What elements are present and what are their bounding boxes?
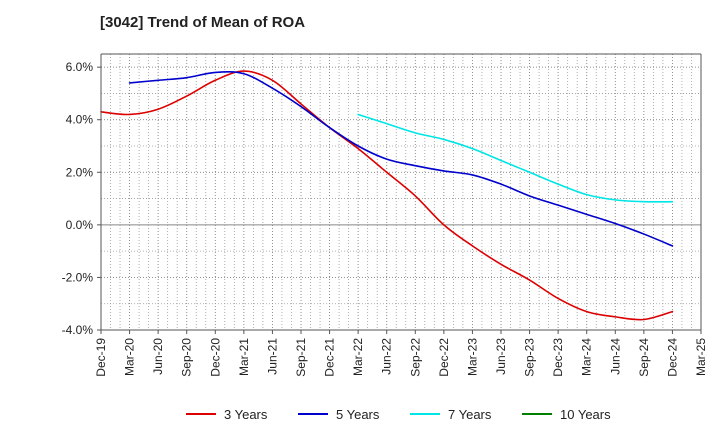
x-tick-label: Dec-22 — [437, 338, 451, 377]
x-tick-label: Dec-23 — [551, 338, 565, 377]
x-tick-label: Mar-25 — [694, 338, 708, 376]
y-tick-label: -4.0% — [62, 323, 94, 337]
x-tick-label: Jun-22 — [380, 338, 394, 375]
x-tick-label: Mar-24 — [580, 338, 594, 376]
series-layer — [100, 70, 674, 321]
axis-layer: 6.0% 4.0% 2.0% 0.0% -2.0% -4.0%Dec-19 Mar-20 Ju… — [62, 53, 708, 377]
legend-label-10-years: 10 Years — [560, 407, 611, 422]
x-tick-label: Jun-21 — [265, 338, 279, 375]
x-tick-label: Mar-23 — [465, 338, 479, 376]
x-tick-label: Mar-22 — [351, 338, 365, 376]
x-tick-label: Mar-20 — [123, 338, 137, 376]
grid-layer — [101, 54, 701, 331]
legend-label-7-years: 7 Years — [448, 407, 492, 422]
legend-label-3-years: 3 Years — [224, 407, 268, 422]
x-tick-label: Dec-21 — [323, 338, 337, 377]
x-tick-label: Dec-19 — [94, 338, 108, 377]
x-tick-label: Mar-21 — [237, 338, 251, 376]
x-tick-label: Sep-24 — [637, 338, 651, 377]
x-tick-label: Sep-20 — [180, 338, 194, 377]
x-tick-label: Jun-24 — [608, 338, 622, 375]
legend-layer: 3 Years 5 Years 7 Years 10 Years — [186, 407, 611, 422]
y-tick-label: 2.0% — [66, 165, 94, 179]
x-tick-label: Jun-23 — [494, 338, 508, 375]
y-tick-label: -2.0% — [62, 270, 94, 284]
x-tick-label: Dec-24 — [665, 338, 679, 377]
series-line-7-years — [357, 113, 674, 203]
x-tick-label: Sep-23 — [523, 338, 537, 377]
x-tick-label: Jun-20 — [151, 338, 165, 375]
legend-label-5-years: 5 Years — [336, 407, 380, 422]
series-line-5-years — [128, 71, 674, 247]
y-tick-label: 4.0% — [66, 113, 94, 127]
x-tick-label: Dec-20 — [208, 338, 222, 377]
y-tick-label: 6.0% — [66, 60, 94, 74]
x-tick-label: Sep-21 — [294, 338, 308, 377]
plot-area — [101, 54, 701, 330]
series-line-3-years — [100, 70, 674, 321]
x-tick-label: Sep-22 — [408, 338, 422, 377]
y-tick-label: 0.0% — [66, 218, 94, 232]
chart-title: [3042] Trend of Mean of ROA — [100, 14, 306, 31]
